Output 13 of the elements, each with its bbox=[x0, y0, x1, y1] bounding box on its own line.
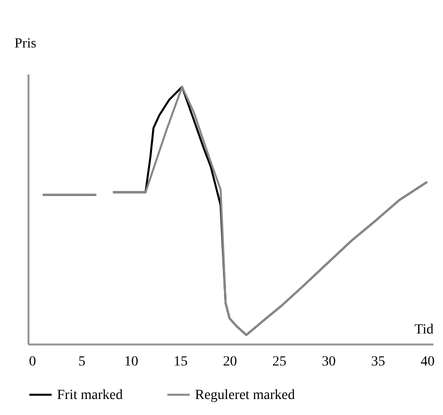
x-tick-label: 10 bbox=[124, 354, 138, 370]
legend-label: Reguleret marked bbox=[195, 388, 295, 403]
x-tick-label: 0 bbox=[28, 354, 36, 370]
x-tick-label: 20 bbox=[223, 354, 238, 370]
x-tick-label: 25 bbox=[272, 354, 286, 370]
legend-label: Frit marked bbox=[57, 388, 123, 403]
x-tick-label: 30 bbox=[322, 354, 336, 370]
y-axis-title: Pris bbox=[14, 36, 36, 52]
x-tick-label: 40 bbox=[420, 354, 435, 370]
x-tick-label: 35 bbox=[371, 354, 386, 370]
x-tick-label: 15 bbox=[174, 354, 188, 370]
x-tick-label: 5 bbox=[78, 354, 86, 370]
x-axis-title: Tid bbox=[414, 322, 434, 338]
